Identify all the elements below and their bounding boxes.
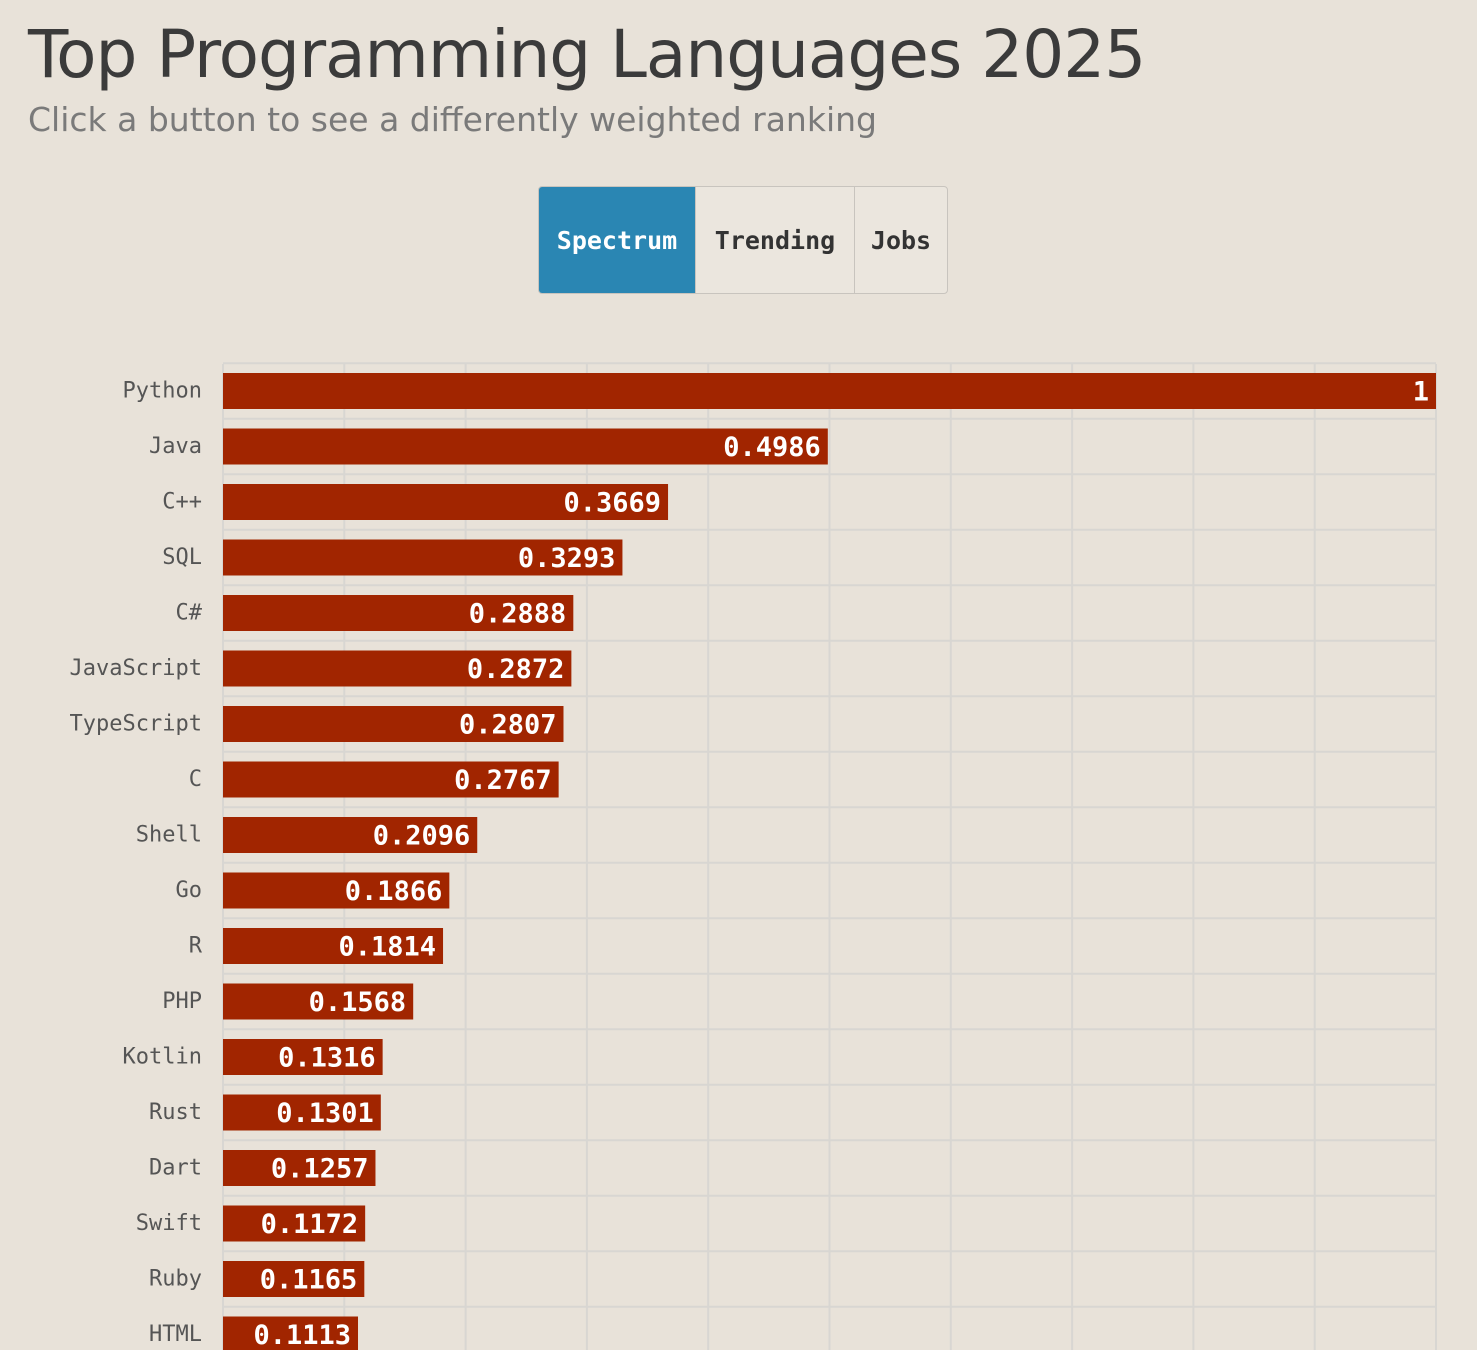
- bar-dart: [223, 1150, 376, 1186]
- bar-typescript: [223, 706, 564, 742]
- value-label: 0.1316: [278, 1043, 376, 1074]
- value-label: 0.2888: [469, 599, 567, 630]
- category-label: Kotlin: [123, 1045, 202, 1070]
- page-title: Top Programming Languages 2025: [28, 16, 1146, 93]
- category-labels: Python Java C++ SQL C# JavaScript TypeScript C S…: [70, 379, 203, 1348]
- value-label: 0.1814: [338, 932, 436, 963]
- category-label: Python: [123, 379, 202, 404]
- category-label: Shell: [136, 823, 202, 848]
- bar-chart: Python Java C++ SQL C# JavaScript TypeScript C S…: [70, 362, 1437, 1350]
- category-label: TypeScript: [70, 712, 202, 737]
- bar-php: [223, 983, 414, 1020]
- category-label: Dart: [149, 1156, 202, 1181]
- tab-trending[interactable]: Trending: [696, 187, 855, 293]
- value-label: 0.2807: [459, 710, 557, 741]
- grid-lines: [222, 362, 1437, 1350]
- value-label: 0.1866: [345, 876, 443, 907]
- value-label: 0.2872: [467, 654, 565, 685]
- category-label: Ruby: [149, 1267, 202, 1292]
- value-label: 0.2096: [373, 821, 471, 852]
- bar-c-: [223, 484, 669, 520]
- bar-python: [223, 373, 1436, 409]
- page-subtitle: Click a button to see a differently weig…: [28, 100, 877, 139]
- value-label: 0.4986: [723, 432, 821, 463]
- category-label: C: [189, 767, 202, 792]
- value-label: 0.1172: [261, 1209, 359, 1240]
- bar-r: [223, 928, 444, 964]
- category-label: C++: [162, 490, 202, 515]
- category-label: C#: [176, 601, 203, 626]
- value-labels: 1 0.4986 0.3669 0.3293 0.2888 0.2872 0.2807 0.2…: [253, 377, 1429, 1350]
- category-label: Swift: [136, 1211, 202, 1236]
- category-label: HTML: [149, 1322, 202, 1347]
- value-label: 0.1165: [260, 1265, 358, 1296]
- value-label: 0.2767: [454, 765, 552, 796]
- bar-shell: [223, 817, 478, 853]
- bar-html: [223, 1316, 359, 1350]
- value-label: 0.3293: [518, 543, 616, 574]
- category-label: R: [189, 934, 203, 959]
- value-label: 0.1113: [253, 1320, 351, 1350]
- value-label: 0.3669: [564, 488, 662, 519]
- tab-spectrum[interactable]: Spectrum: [539, 187, 696, 293]
- value-label: 0.1568: [309, 987, 407, 1018]
- bar-c: [223, 761, 559, 798]
- ranking-tab-group: Spectrum Trending Jobs: [538, 186, 948, 294]
- bar-swift: [223, 1205, 366, 1242]
- category-label: Java: [149, 434, 202, 459]
- tab-jobs[interactable]: Jobs: [870, 225, 932, 255]
- bar-ruby: [223, 1261, 365, 1297]
- category-label: JavaScript: [70, 656, 202, 681]
- bar-java: [223, 428, 828, 465]
- bar-rust: [223, 1094, 381, 1131]
- bar-kotlin: [223, 1039, 383, 1075]
- bar-sql: [223, 539, 623, 576]
- value-label: 0.1257: [271, 1154, 369, 1185]
- category-label: Rust: [149, 1100, 202, 1125]
- bar-c-: [223, 595, 574, 631]
- value-label: 1: [1413, 377, 1429, 408]
- value-label: 0.1301: [276, 1098, 374, 1129]
- category-label: PHP: [162, 989, 202, 1014]
- category-label: Go: [176, 878, 203, 903]
- bar-javascript: [223, 650, 572, 687]
- bar-go: [223, 872, 450, 909]
- bars: [223, 373, 1436, 1350]
- category-label: SQL: [162, 545, 202, 570]
